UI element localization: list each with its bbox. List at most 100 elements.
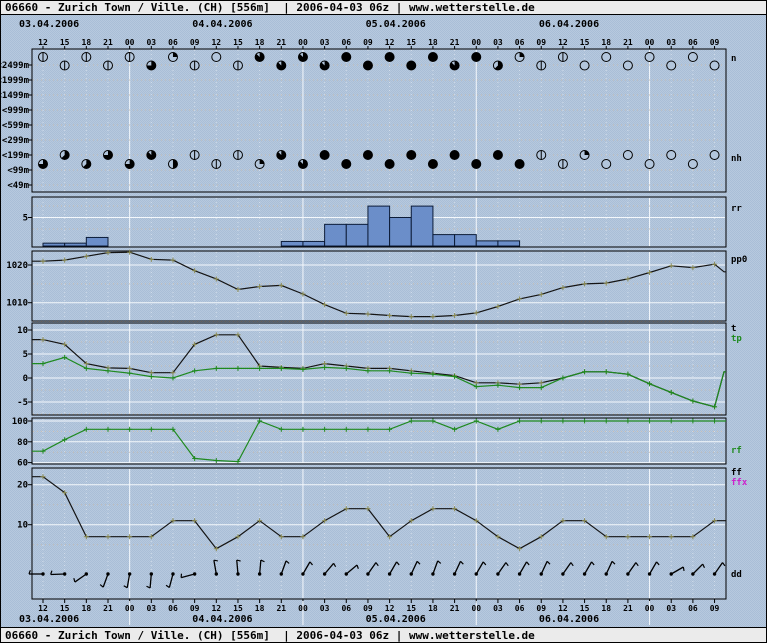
time-label-bottom: 09 [363,604,373,613]
time-label-bottom: 18 [428,604,438,613]
wind-barb-dot [127,572,132,576]
series-label-n: n [731,54,736,64]
rr-ytick: 5 [23,214,28,224]
series-label-rf: rf [731,446,742,456]
rr-bar [85,236,109,247]
time-label-bottom: 15 [580,604,590,613]
time-label-top: 21 [623,38,633,47]
wind-barb-dot [626,572,630,576]
cloud-symbol-n [362,60,373,71]
rr-bar [302,240,326,247]
t-ytick: -5 [17,398,28,408]
time-label-top: 06 [688,38,698,47]
time-label-bottom: 06 [341,604,351,613]
series-label-tp: tp [731,334,742,344]
rf-ytick: 60 [17,459,28,469]
time-label-top: 21 [103,38,113,47]
rr-bar [64,242,87,247]
cloud-symbol-nh [687,159,698,169]
time-label-bottom: 06 [515,604,525,613]
wind-barb-dot [106,572,110,576]
rr-bar [497,240,521,247]
date-label-bottom: 06.04.2006 [539,614,599,625]
wind-barb-dot [604,572,608,576]
t-ytick: 0 [23,374,28,384]
time-label-bottom: 18 [255,604,265,613]
time-label-top: 00 [645,38,655,47]
time-label-top: 09 [710,38,720,47]
time-label-top: 12 [385,38,395,47]
wind-barb-dot [214,572,219,576]
pp0-ytick: 1020 [6,261,28,271]
date-label-top: 04.04.2006 [192,19,252,30]
cloud-symbol-nh [601,159,612,169]
time-label-bottom: 03 [666,604,676,613]
time-label-top: 18 [601,38,611,47]
wind-barb-dot [171,572,175,576]
panel-rf: 100 80 60 [12,417,726,469]
cloud-symbol-n [384,52,395,62]
time-label-bottom: 12 [385,604,395,613]
time-label-top: 00 [471,38,481,47]
time-label-bottom: 18 [601,604,611,613]
time-label-top: 06 [168,38,178,47]
time-label-top: 15 [580,38,590,47]
series-label-t: t [731,324,736,334]
cloud-symbol-n [666,60,677,71]
cloud-symbol-n [622,60,633,71]
wind-barb-dot [62,572,67,576]
wind-barb-dot [647,572,652,576]
series-label-nh: nh [731,154,742,164]
time-label-bottom: 06 [168,604,178,613]
cloud-symbol-nh [449,150,460,160]
time-label-top: 12 [38,38,48,47]
wind-barb-dot [409,572,413,576]
cloud-symbol-nh [666,150,677,160]
cloud-symbol-nh [384,159,395,169]
t-ytick: 5 [23,350,28,360]
rf-ytick: 80 [17,438,28,448]
rr-bar [42,242,66,247]
time-label-top: 03 [493,38,503,47]
series-label-pp0: pp0 [731,255,747,265]
wind-barb-dot [669,572,673,576]
wind-barb-dot [582,572,587,576]
rr-bar [324,223,347,247]
cloud-height-label: <2499m [1,61,30,71]
wind-barb-dot [192,572,197,576]
wind-barb-dot [387,572,392,576]
wind-barb-dot [344,572,348,576]
time-label-top: 09 [363,38,373,47]
date-label-bottom: 05.04.2006 [366,614,426,625]
time-label-bottom: 15 [60,604,70,613]
panel-borders [31,48,727,600]
time-label-bottom: 09 [190,604,200,613]
wind-barb-dot [279,572,283,576]
time-label-top: 15 [60,38,70,47]
cloud-height-label: <1999m [1,76,30,86]
series-label-ff: ff [731,468,742,478]
cloud-symbol-n [427,52,438,62]
cloud-height-label: <49m [7,181,29,191]
time-label-top: 18 [255,38,265,47]
cloud-symbol-n [644,52,655,62]
cloud-height-label: <599m [2,121,30,131]
footer-title: 06660 - Zurich Town / Ville. (CH) [556m]… [1,627,766,642]
rr-bar [367,205,391,247]
date-label-top: 06.04.2006 [539,19,599,30]
time-label-bottom: 21 [623,604,633,613]
panel-rr: 5 [23,205,521,247]
time-label-top: 12 [558,38,568,47]
time-label-top: 15 [406,38,416,47]
time-label-bottom: 21 [450,604,460,613]
cloud-symbol-n [341,52,352,62]
cloud-symbol-nh [644,159,655,169]
time-label-bottom: 21 [276,604,286,613]
date-label-bottom: 03.04.2006 [19,614,79,625]
wind-barb-dot [517,572,522,576]
t-ytick: 10 [17,326,28,336]
cloud-height-label: <299m [2,136,30,146]
